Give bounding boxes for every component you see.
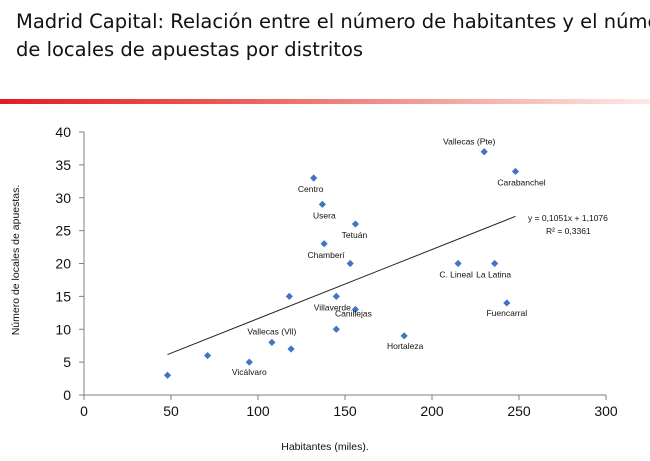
- data-point-label: Usera: [313, 210, 336, 220]
- data-point-marker: [491, 259, 499, 268]
- y-axis-title: Número de locales de apuestas.: [10, 185, 22, 336]
- chart-axes: 0 50 100 150 200 250 300 0 5 10 15 20 25 30 35 40: [55, 124, 617, 419]
- data-point-label: Carabanchel: [497, 177, 545, 187]
- data-point-label: Vallecas (Vll): [247, 326, 296, 336]
- data-points: [163, 148, 520, 379]
- data-point-label: Vicálvaro: [232, 367, 267, 377]
- chart-title-line-1: Madrid Capital: Relación entre el número…: [16, 10, 650, 33]
- title-accent-rule: [0, 99, 650, 104]
- data-point-label: Canillejas: [335, 309, 372, 319]
- data-point-marker: [245, 358, 253, 366]
- trendline-group: [167, 215, 516, 356]
- data-point-marker: [332, 325, 340, 333]
- x-axis-title: Habitantes (miles).: [281, 441, 369, 453]
- data-point-marker: [503, 299, 511, 307]
- data-point-marker: [480, 148, 488, 156]
- data-point-marker: [320, 240, 328, 248]
- trendline-equation: y = 0,1051x + 1,1076: [528, 213, 608, 223]
- data-point-marker: [310, 174, 318, 182]
- point-labels: Vicálvaro Vallecas (Vll) Centro Usera Chambe…: [232, 137, 546, 377]
- data-point-label: Hortaleza: [387, 341, 424, 351]
- x-tick-label: 300: [594, 403, 618, 419]
- data-point-marker: [332, 292, 340, 300]
- scatter-chart: 0 50 100 150 200 250 300 0 5 10 15 20 25 30 35 40 Vicál…: [10, 124, 618, 453]
- data-point-marker: [268, 338, 276, 346]
- data-point-label: Chamberí: [307, 250, 345, 260]
- y-tick-label: 30: [55, 190, 71, 206]
- trendline-r-squared: R² = 0,3361: [546, 226, 591, 236]
- x-tick-label: 100: [246, 403, 270, 419]
- data-point-marker: [351, 220, 360, 228]
- data-point-marker: [400, 332, 408, 340]
- chart-title-line-2: de locales de apuestas por distritos: [16, 38, 364, 61]
- data-point-label: Vallecas (Pte): [443, 137, 495, 147]
- data-point-label: La Latina: [476, 270, 511, 280]
- data-point-label: Villaverde: [314, 302, 351, 312]
- data-point-marker: [318, 200, 326, 208]
- y-tick-label: 5: [63, 354, 71, 370]
- x-tick-label: 150: [333, 403, 357, 419]
- y-tick-label: 35: [55, 157, 71, 173]
- y-tick-label: 0: [63, 387, 71, 403]
- data-point-label: Centro: [298, 184, 324, 194]
- chart-title: Madrid Capital: Relación entre el número…: [16, 8, 650, 64]
- y-tick-label: 25: [55, 223, 71, 239]
- x-tick-label: 250: [507, 403, 531, 419]
- data-point-marker: [285, 292, 293, 300]
- data-point-marker: [346, 259, 354, 268]
- data-point-marker: [203, 351, 212, 360]
- y-tick-label: 10: [55, 321, 71, 337]
- x-tick-label: 50: [163, 403, 179, 419]
- data-point-label: C. Lineal: [439, 270, 473, 280]
- data-point-marker: [287, 345, 295, 353]
- y-tick-label: 20: [55, 256, 71, 272]
- x-tick-label: 0: [80, 403, 88, 419]
- data-point-marker: [511, 167, 520, 176]
- data-point-marker: [163, 371, 172, 379]
- y-tick-label: 15: [55, 288, 71, 304]
- data-point-label: Fuencarral: [486, 308, 527, 318]
- y-tick-label: 40: [55, 124, 71, 140]
- x-tick-label: 200: [420, 403, 444, 419]
- trendline: [167, 215, 516, 356]
- data-point-label: Tetuán: [342, 230, 368, 240]
- data-point-marker: [454, 259, 462, 268]
